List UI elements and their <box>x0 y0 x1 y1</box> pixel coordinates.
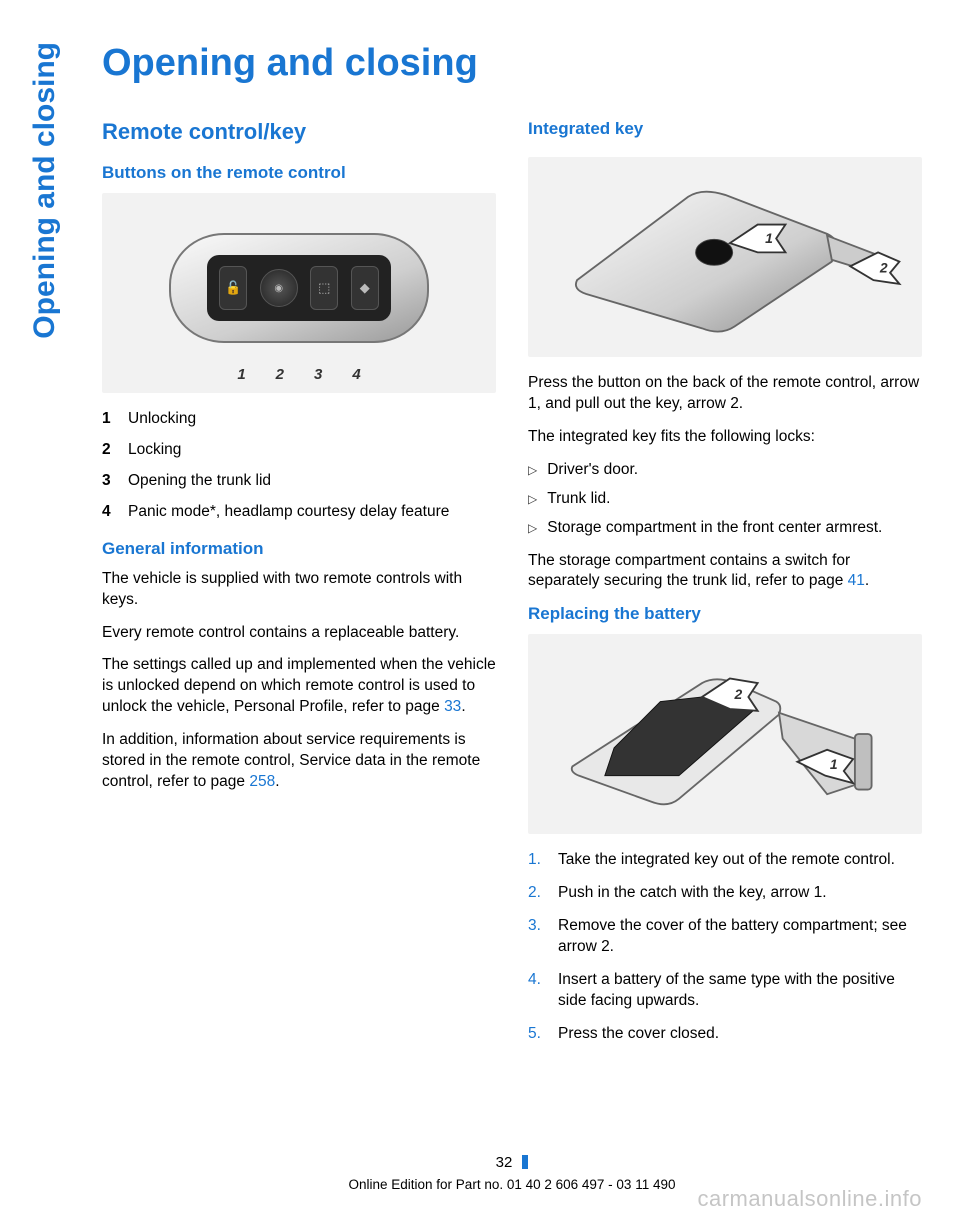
battery-steps-list: 1.Take the integrated key out of the rem… <box>528 850 922 1044</box>
list-item: 3 Opening the trunk lid <box>102 471 496 492</box>
list-item: 3.Remove the cover of the battery compar… <box>528 916 922 958</box>
list-item: ▷Storage compartment in the front center… <box>528 518 922 539</box>
list-item: 2.Push in the catch with the key, arrow … <box>528 883 922 904</box>
left-column: Remote control/key Buttons on the remote… <box>102 119 496 1057</box>
list-item: ▷Trunk lid. <box>528 489 922 510</box>
list-item: 5.Press the cover closed. <box>528 1024 922 1045</box>
step-number: 1. <box>528 850 548 871</box>
step-number: 2. <box>528 883 548 904</box>
locks-bullet-list: ▷Driver's door. ▷Trunk lid. ▷Storage com… <box>528 460 922 539</box>
page-content: Opening and closing Remote control/key B… <box>102 42 922 1192</box>
page-title: Opening and closing <box>102 42 922 85</box>
svg-text:1: 1 <box>765 230 773 246</box>
list-item: 4.Insert a battery of the same type with… <box>528 970 922 1012</box>
section-remote-control: Remote control/key <box>102 119 496 145</box>
side-tab: Opening and closing <box>28 42 62 339</box>
watermark: carmanualsonline.info <box>697 1186 922 1212</box>
paragraph: Every remote control contains a replacea… <box>102 623 496 644</box>
figure-remote-control: 🔓 ◉ ⬚ ◆ 1 2 3 4 <box>102 193 496 393</box>
heading-general-info: General information <box>102 539 496 559</box>
heading-replacing-battery: Replacing the battery <box>528 604 922 624</box>
heading-integrated-key: Integrated key <box>528 119 922 139</box>
list-item: 2 Locking <box>102 440 496 461</box>
button-function-list: 1 Unlocking 2 Locking 3 Opening the trun… <box>102 409 496 523</box>
item-label: Panic mode*, headlamp courtesy delay fea… <box>128 502 449 523</box>
svg-text:2: 2 <box>879 260 888 276</box>
item-label: Unlocking <box>128 409 196 430</box>
paragraph: The vehicle is supplied with two remote … <box>102 569 496 611</box>
heading-buttons: Buttons on the remote control <box>102 163 496 183</box>
list-item: ▷Driver's door. <box>528 460 922 481</box>
triangle-bullet-icon: ▷ <box>528 518 537 539</box>
paragraph: Press the button on the back of the remo… <box>528 373 922 415</box>
key-fob-drawing <box>576 192 883 332</box>
figure-replacing-battery: 2 1 <box>528 634 922 834</box>
step-number: 5. <box>528 1024 548 1045</box>
list-item: 4 Panic mode*, headlamp courtesy delay f… <box>102 502 496 523</box>
item-label: Locking <box>128 440 181 461</box>
bmw-roundel-icon: ◉ <box>260 269 298 307</box>
item-label: Opening the trunk lid <box>128 471 271 492</box>
list-item: 1 Unlocking <box>102 409 496 430</box>
step-number: 4. <box>528 970 548 1012</box>
item-number: 4 <box>102 502 116 523</box>
item-number: 3 <box>102 471 116 492</box>
figure-integrated-key: 1 2 <box>528 157 922 357</box>
item-number: 2 <box>102 440 116 461</box>
item-number: 1 <box>102 409 116 430</box>
page-ref-link[interactable]: 41 <box>848 572 865 589</box>
page-number-marker <box>522 1155 528 1169</box>
unlock-icon: 🔓 <box>219 266 247 310</box>
panic-icon: ◆ <box>351 266 379 310</box>
step-number: 3. <box>528 916 548 958</box>
figure-callouts: 1 2 3 4 <box>102 366 496 383</box>
paragraph: The integrated key fits the following lo… <box>528 427 922 448</box>
triangle-bullet-icon: ▷ <box>528 489 537 510</box>
callout-4: 4 <box>352 366 360 383</box>
trunk-icon: ⬚ <box>310 266 338 310</box>
page-ref-link[interactable]: 258 <box>249 773 275 790</box>
svg-text:2: 2 <box>733 686 742 702</box>
paragraph: The storage compartment contains a switc… <box>528 551 922 593</box>
list-item: 1.Take the integrated key out of the rem… <box>528 850 922 871</box>
triangle-bullet-icon: ▷ <box>528 460 537 481</box>
paragraph: In addition, information about service r… <box>102 730 496 793</box>
right-column: Integrated key <box>528 119 922 1057</box>
page-number: 32 <box>496 1154 517 1171</box>
svg-text:1: 1 <box>830 757 838 773</box>
callout-3: 3 <box>314 366 322 383</box>
callout-2: 2 <box>276 366 284 383</box>
page-ref-link[interactable]: 33 <box>444 698 461 715</box>
callout-1: 1 <box>237 366 245 383</box>
paragraph: The settings called up and implemented w… <box>102 655 496 718</box>
